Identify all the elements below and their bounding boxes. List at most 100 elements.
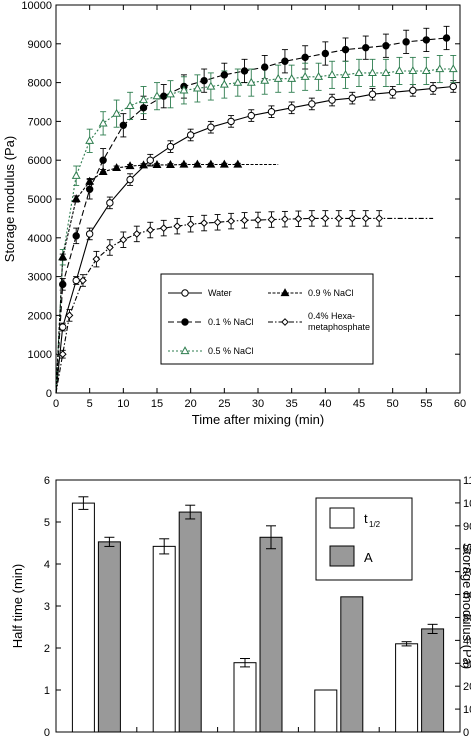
bar-halftime (314, 689, 338, 733)
top-data-point (85, 185, 94, 194)
top-data-point (321, 214, 330, 223)
bottom-right-tick-label: 9000 (463, 521, 471, 533)
top-legend-marker-1 (181, 318, 189, 326)
top-data-point (146, 156, 154, 164)
top-data-point (126, 175, 134, 184)
bottom-legend-label-1: A (364, 550, 373, 565)
top-data-point (58, 350, 67, 359)
top-data-point (98, 167, 108, 175)
top-data-point (246, 77, 256, 86)
top-data-point (132, 230, 141, 238)
top-y-tick-label: 2000 (28, 310, 52, 322)
top-data-point (327, 70, 337, 78)
top-axis-ticks: 0 5 10 15 20 25 30 35 40 45 50 55 60 0 1000 2000 3000 400… (21, 0, 466, 410)
bar-storage-modulus (259, 536, 283, 733)
top-data-point (334, 214, 343, 223)
top-data-point (65, 311, 74, 320)
bottom-legend: t 1/2 A (315, 497, 413, 581)
top-data-point (139, 104, 148, 112)
top-y-tick-label: 6000 (28, 155, 52, 167)
top-series-line-0 (55, 85, 454, 394)
top-data-point (328, 96, 336, 104)
top-data-point (402, 38, 410, 46)
top-data-point (300, 71, 310, 80)
half-time-modulus-bar-chart: 0 1 2 3 4 5 6 0 1000 2000 3000 4000 5000 6000 7000 8000… (10, 475, 471, 738)
top-data-point (267, 108, 276, 116)
top-y-tick-label: 7000 (28, 116, 52, 128)
top-y-tick-label: 1000 (28, 349, 52, 361)
top-data-point (240, 216, 249, 225)
bottom-legend-label-0-subscript: 1/2 (369, 520, 381, 529)
top-data-point (219, 79, 229, 88)
top-x-tick-label: 30 (252, 398, 264, 410)
top-data-point (125, 161, 135, 170)
bottom-left-tick-label: 0 (44, 727, 50, 738)
top-data-point (85, 135, 95, 144)
top-data-point (166, 142, 175, 151)
top-data-point (139, 95, 148, 104)
top-data-point (71, 170, 81, 179)
bar-storage-modulus (97, 541, 121, 733)
top-y-axis-label: Storage modulus (Pa) (2, 136, 17, 262)
top-legend-label-3: 0.9 % NaCl (308, 288, 354, 298)
top-data-point (219, 159, 229, 168)
top-data-point (381, 68, 391, 76)
top-y-tick-label: 4000 (28, 233, 52, 245)
bar-storage-modulus (340, 596, 364, 733)
top-legend-label-1: 0.1 % NaCl (208, 317, 254, 327)
bottom-legend-swatch-1 (329, 545, 355, 567)
bottom-right-tick-label: 4000 (463, 635, 471, 647)
bottom-left-tick-label: 6 (44, 475, 50, 487)
top-data-point (254, 216, 262, 224)
top-data-point (281, 215, 289, 224)
top-data-point (409, 86, 417, 95)
bottom-axis-ticks: 0 1 2 3 4 5 6 0 1000 2000 3000 4000 5000 6000 7000 8000… (44, 475, 471, 738)
top-data-point (435, 64, 445, 73)
bottom-left-y-axis-label: Half time (min) (10, 564, 25, 649)
top-legend-label-2: 0.5 % NaCl (208, 346, 254, 356)
bottom-right-tick-label: 10000 (463, 498, 471, 510)
top-y-tick-label: 9000 (28, 39, 52, 51)
bottom-error-bars (78, 496, 438, 668)
top-data-point (240, 67, 249, 75)
top-y-tick-label: 0 (46, 388, 52, 400)
top-data-point (321, 49, 330, 58)
top-data-point (166, 160, 175, 168)
top-data-point (227, 217, 235, 226)
top-x-tick-label: 40 (319, 398, 331, 410)
top-legend-label-4: 0.4% Hexa- (308, 311, 355, 321)
top-data-point (206, 81, 216, 90)
top-data-point (192, 159, 202, 168)
top-legend-marker-4 (281, 318, 289, 326)
top-y-tick-label: 10000 (21, 0, 52, 12)
top-data-point (152, 160, 162, 168)
top-data-point (105, 243, 114, 252)
top-data-point (186, 131, 195, 139)
bottom-bars (71, 502, 445, 733)
bottom-legend-label-0: t (364, 511, 368, 526)
top-data-point (213, 218, 222, 227)
bottom-right-tick-label: 11000 (463, 475, 471, 487)
top-data-point (388, 88, 397, 97)
top-data-point (200, 219, 209, 227)
bottom-right-tick-label: 2000 (463, 681, 471, 693)
top-data-point (159, 224, 168, 233)
top-data-point (273, 73, 283, 82)
bar-halftime (395, 643, 419, 733)
storage-modulus-time-chart: 0 5 10 15 20 25 30 35 40 45 50 55 60 0 1000 2000 3000 400… (2, 0, 466, 427)
top-x-tick-label: 0 (53, 398, 59, 410)
top-data-point (368, 90, 377, 98)
top-x-tick-label: 60 (454, 398, 466, 410)
top-legend: Water 0.9 % NaCl 0.1 % NaCl 0.4% Hexa-metap… (160, 273, 374, 365)
bottom-right-tick-label: 1000 (463, 704, 471, 716)
top-data-point (394, 66, 404, 75)
top-data-point (85, 176, 95, 185)
top-data-point (71, 194, 81, 203)
top-x-tick-label: 35 (286, 398, 298, 410)
top-data-point (166, 89, 175, 98)
top-data-point (233, 159, 243, 168)
top-data-point (58, 252, 68, 261)
top-data-point (200, 76, 208, 85)
top-data-point (301, 53, 309, 62)
top-y-tick-label: 8000 (28, 78, 52, 90)
